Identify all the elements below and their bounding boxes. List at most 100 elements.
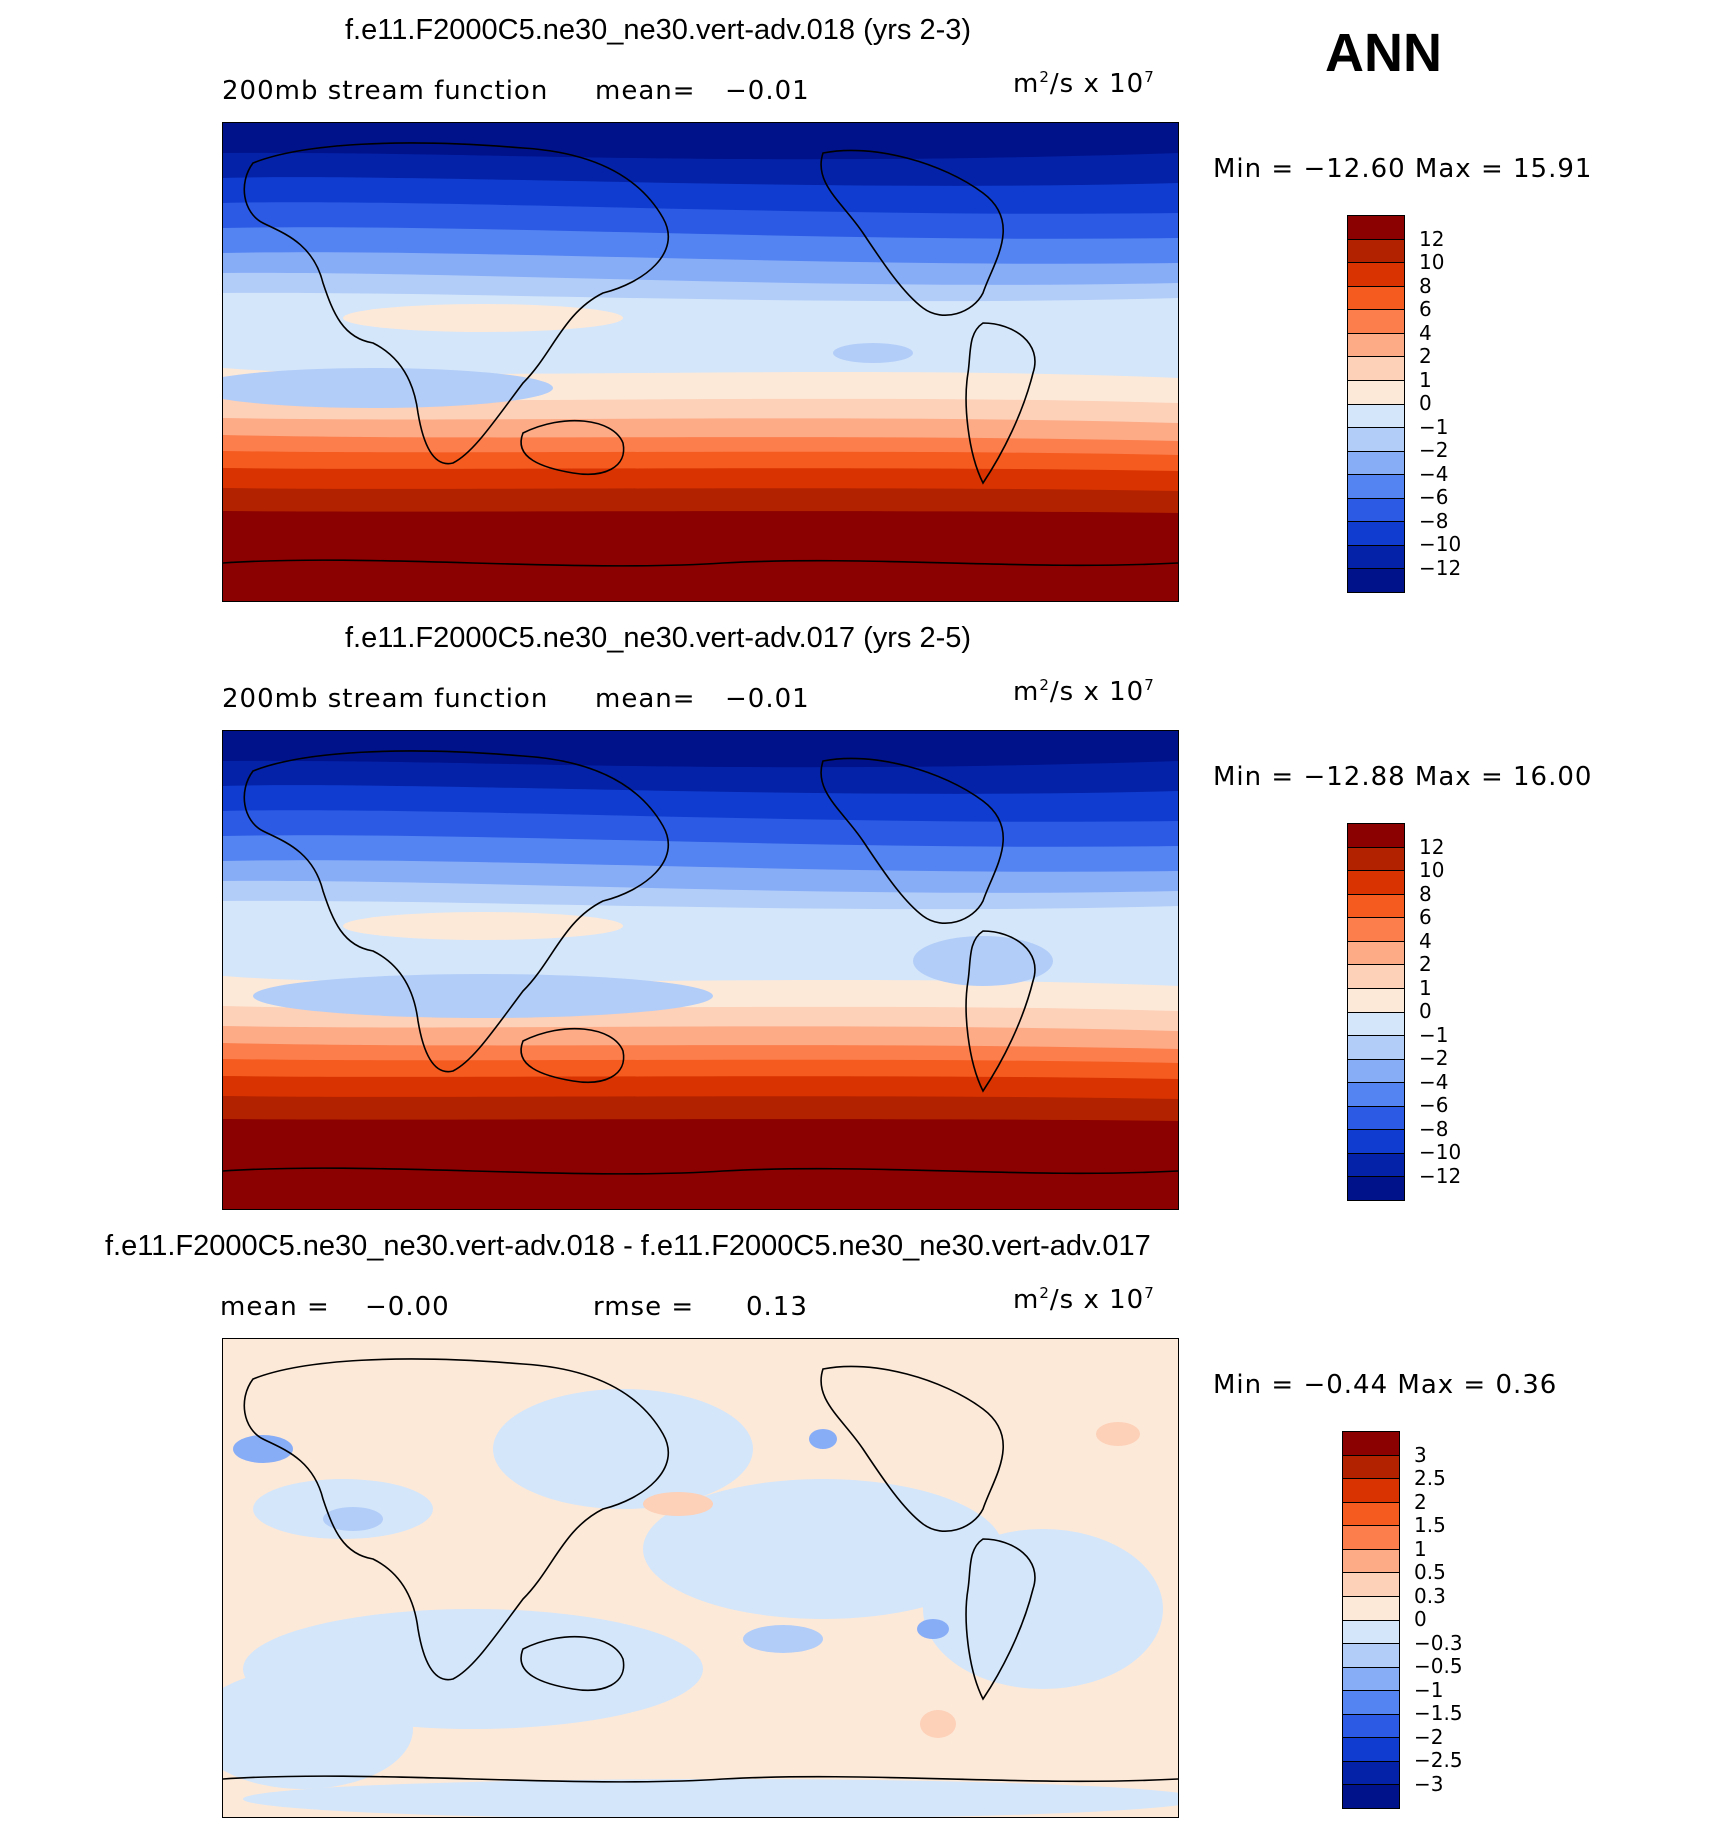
colorbar-swatch [1348, 1176, 1404, 1200]
colorbar-level-label: 4 [1419, 928, 1432, 953]
panel3-mean-value: −0.00 [365, 1292, 450, 1322]
colorbar-swatch [1348, 824, 1404, 847]
panel1-field-label: 200mb stream function [222, 76, 549, 106]
colorbar-level-label: −6 [1419, 1093, 1449, 1117]
colorbar-swatch [1348, 917, 1404, 941]
colorbar-level-label: −3 [1414, 1771, 1444, 1796]
colorbar-swatch [1348, 403, 1404, 428]
colorbar-swatch [1343, 1713, 1399, 1738]
colorbar-level-label: −10 [1419, 532, 1462, 556]
colorbar-level-label: 0 [1414, 1607, 1427, 1631]
panel1-mean-value: −0.01 [725, 76, 810, 106]
colorbar-level-label: 6 [1419, 905, 1432, 929]
colorbar-level-label: 0.3 [1414, 1583, 1446, 1608]
colorbar-level-label: −1.5 [1414, 1701, 1463, 1725]
colorbar-level-label: 0 [1419, 999, 1432, 1023]
panel1-mean-label: mean= [595, 76, 696, 106]
colorbar-level-label: −1 [1414, 1677, 1444, 1702]
panel2-title: f.e11.F2000C5.ne30_ne30.vert-adv.017 (yr… [345, 622, 972, 654]
colorbar-swatch [1348, 964, 1404, 988]
colorbar-level-label: −6 [1419, 485, 1449, 509]
colorbar-swatch [1348, 238, 1404, 263]
colorbar-swatch [1348, 544, 1404, 569]
panel3-rmse-label: rmse = [593, 1292, 695, 1322]
colorbar-level-label: −2 [1419, 1046, 1449, 1070]
colorbar-level-label: 6 [1419, 297, 1432, 321]
colorbar-level-label: −2 [1414, 1724, 1444, 1749]
colorbar-level-label: −10 [1419, 1140, 1462, 1164]
colorbar-swatch [1348, 1082, 1404, 1106]
colorbar-swatch [1343, 1643, 1399, 1667]
colorbar-swatch [1343, 1454, 1399, 1479]
colorbar-swatch [1348, 987, 1404, 1012]
colorbar-swatch [1343, 1432, 1399, 1455]
panel3-colorbar [1342, 1431, 1400, 1809]
colorbar-swatch [1343, 1572, 1399, 1596]
colorbar-swatch [1348, 332, 1404, 357]
colorbar-swatch [1348, 285, 1404, 310]
colorbar-level-label: −1 [1419, 1022, 1449, 1047]
colorbar-level-label: 12 [1419, 834, 1445, 859]
season-label: ANN [1325, 23, 1442, 83]
colorbar-level-label: −8 [1419, 508, 1449, 533]
colorbar-swatch [1343, 1501, 1399, 1526]
colorbar-swatch [1348, 1105, 1404, 1130]
colorbar-swatch [1343, 1548, 1399, 1573]
colorbar-swatch [1348, 893, 1404, 918]
colorbar-level-label: 10 [1419, 250, 1445, 274]
colorbar-swatch [1343, 1619, 1399, 1644]
colorbar-swatch [1348, 1152, 1404, 1177]
panel3-minmax: Min = −0.44 Max = 0.36 [1213, 1370, 1558, 1400]
colorbar-level-label: 0 [1419, 391, 1432, 415]
colorbar-level-label: −2.5 [1414, 1748, 1463, 1772]
colorbar-level-label: 12 [1419, 226, 1445, 251]
panel1-colorbar [1347, 215, 1405, 593]
colorbar-swatch [1343, 1737, 1399, 1761]
colorbar-swatch [1348, 1035, 1404, 1059]
panel1-map [222, 122, 1179, 602]
colorbar-level-label: 8 [1419, 273, 1432, 298]
colorbar-level-label: 3 [1414, 1442, 1427, 1467]
colorbar-swatch [1343, 1784, 1399, 1808]
colorbar-level-label: −8 [1419, 1116, 1449, 1141]
colorbar-level-label: 2 [1419, 952, 1432, 976]
colorbar-level-label: 8 [1419, 881, 1432, 906]
colorbar-swatch [1343, 1595, 1399, 1620]
panel1-units: m2/s x 107 [1013, 68, 1155, 99]
panel2-minmax: Min = −12.88 Max = 16.00 [1213, 762, 1593, 792]
colorbar-level-label: −1 [1419, 414, 1449, 439]
colorbar-swatch [1348, 846, 1404, 871]
colorbar-level-label: 0.5 [1414, 1560, 1446, 1584]
panel1-title: f.e11.F2000C5.ne30_ne30.vert-adv.018 (yr… [345, 14, 972, 46]
colorbar-swatch [1343, 1760, 1399, 1785]
panel1-minmax: Min = −12.60 Max = 15.91 [1213, 154, 1593, 184]
colorbar-swatch [1348, 1129, 1404, 1153]
panel3-mean-label: mean = [220, 1292, 330, 1322]
colorbar-level-label: −4 [1419, 461, 1449, 486]
panel2-mean-value: −0.01 [725, 684, 810, 714]
panel2-units: m2/s x 107 [1013, 676, 1155, 707]
colorbar-swatch [1348, 450, 1404, 475]
colorbar-level-label: 1 [1419, 975, 1432, 1000]
colorbar-swatch [1348, 216, 1404, 239]
colorbar-swatch [1348, 1058, 1404, 1083]
panel3-title: f.e11.F2000C5.ne30_ne30.vert-adv.018 - f… [105, 1230, 1151, 1262]
colorbar-swatch [1348, 309, 1404, 333]
colorbar-swatch [1348, 474, 1404, 498]
colorbar-level-label: −2 [1419, 438, 1449, 462]
colorbar-swatch [1348, 356, 1404, 380]
colorbar-swatch [1348, 497, 1404, 522]
colorbar-swatch [1348, 262, 1404, 286]
colorbar-level-label: −12 [1419, 555, 1462, 580]
colorbar-level-label: 1 [1419, 367, 1432, 392]
colorbar-swatch [1348, 379, 1404, 404]
colorbar-level-label: −0.3 [1414, 1630, 1463, 1655]
colorbar-swatch [1348, 940, 1404, 965]
panel2-field-label: 200mb stream function [222, 684, 549, 714]
colorbar-swatch [1343, 1666, 1399, 1691]
panel2-map [222, 730, 1179, 1210]
colorbar-swatch [1343, 1525, 1399, 1549]
colorbar-level-label: 2 [1419, 344, 1432, 368]
colorbar-level-label: −0.5 [1414, 1654, 1463, 1678]
colorbar-level-label: 10 [1419, 858, 1445, 882]
